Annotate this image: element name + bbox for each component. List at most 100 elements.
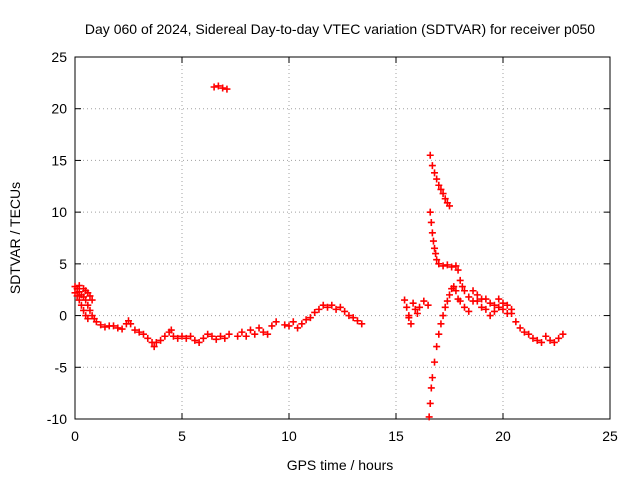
plot-frame (74, 56, 611, 420)
data-point (82, 296, 90, 304)
data-point (516, 324, 524, 332)
data-point (512, 318, 520, 326)
y-tick-label: 15 (51, 152, 67, 168)
x-tick-label: 10 (281, 428, 297, 444)
data-point (439, 312, 447, 320)
data-point (349, 314, 357, 322)
data-point (499, 305, 507, 313)
data-point (452, 262, 460, 270)
data-point (429, 237, 437, 245)
data-point (272, 318, 280, 326)
data-point (439, 262, 447, 270)
data-point (86, 292, 94, 300)
y-tick-label: -5 (55, 359, 68, 375)
data-point (469, 287, 477, 295)
data-point (191, 336, 199, 344)
data-point (450, 283, 458, 291)
data-point (538, 338, 546, 346)
data-point (223, 85, 231, 93)
data-point (490, 307, 498, 315)
data-point (88, 296, 96, 304)
data-point (332, 305, 340, 313)
data-point (214, 82, 222, 90)
data-point (420, 297, 428, 305)
data-point (294, 324, 302, 332)
data-point (131, 326, 139, 334)
data-point (264, 330, 272, 338)
data-point (441, 195, 449, 203)
data-point (212, 335, 220, 343)
data-point (433, 256, 441, 264)
data-point (529, 334, 537, 342)
data-point (268, 322, 276, 330)
data-points (71, 82, 567, 421)
data-point (426, 208, 434, 216)
data-point (246, 326, 254, 334)
data-point (353, 317, 361, 325)
data-point (503, 310, 511, 318)
data-point (302, 316, 310, 324)
data-point (465, 307, 473, 315)
data-point (409, 299, 417, 307)
data-point (358, 320, 366, 328)
data-point (411, 305, 419, 313)
data-point (315, 305, 323, 313)
data-point (431, 169, 439, 177)
data-point (195, 338, 203, 346)
data-point (555, 334, 563, 342)
y-tick-label: 20 (51, 101, 67, 117)
data-point (454, 266, 462, 274)
data-point (77, 301, 85, 309)
data-point (437, 320, 445, 328)
data-point (75, 296, 83, 304)
data-point (456, 297, 464, 305)
data-point (281, 321, 289, 329)
data-point (169, 332, 177, 340)
data-point (285, 322, 293, 330)
data-point (495, 303, 503, 311)
data-point (114, 324, 122, 332)
data-point (473, 291, 481, 299)
data-point (533, 336, 541, 344)
data-point (289, 318, 297, 326)
data-point (437, 185, 445, 193)
data-point (80, 306, 88, 314)
data-point (84, 315, 92, 323)
data-point (152, 338, 160, 346)
data-point (221, 334, 229, 342)
data-point (439, 190, 447, 198)
data-point (182, 334, 190, 342)
data-point (161, 332, 169, 340)
data-point (428, 229, 436, 237)
data-point (403, 303, 411, 311)
data-point (157, 336, 165, 344)
data-point (427, 384, 435, 392)
data-point (217, 332, 225, 340)
data-point (546, 336, 554, 344)
data-point (458, 283, 466, 291)
data-point (255, 324, 263, 332)
x-tick-label: 5 (178, 428, 186, 444)
data-point (75, 282, 83, 290)
data-point (486, 312, 494, 320)
data-point (225, 330, 233, 338)
data-point (427, 218, 435, 226)
data-point (319, 301, 327, 309)
data-point (456, 276, 464, 284)
data-point (219, 84, 227, 92)
data-point (432, 250, 440, 258)
data-point (426, 399, 434, 407)
data-point (413, 310, 421, 318)
data-point (187, 332, 195, 340)
data-point (178, 332, 186, 340)
data-point (407, 320, 415, 328)
y-tick-label: 10 (51, 204, 67, 220)
data-point (478, 303, 486, 311)
data-point (208, 332, 216, 340)
data-point (433, 175, 441, 183)
y-tick-label: -10 (47, 411, 67, 427)
data-point (446, 291, 453, 299)
data-point (242, 332, 250, 340)
data-point (443, 297, 451, 305)
